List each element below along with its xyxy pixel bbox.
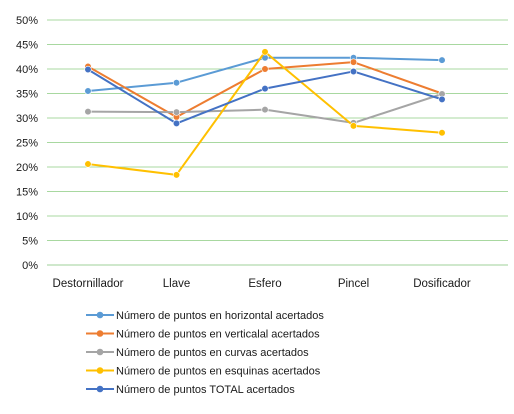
- legend-label: Número de puntos en curvas acertados: [116, 347, 309, 359]
- y-tick-label: 5%: [22, 236, 38, 248]
- data-point: [84, 160, 92, 168]
- y-tick-label: 50%: [16, 15, 38, 27]
- legend-swatch-marker: [96, 348, 104, 356]
- data-point: [438, 95, 446, 103]
- y-tick-label: 20%: [16, 162, 38, 174]
- data-point: [84, 108, 92, 116]
- data-point: [349, 67, 358, 76]
- data-point: [261, 106, 269, 114]
- data-point: [172, 171, 181, 179]
- data-point: [84, 65, 92, 74]
- legend-item: Número de puntos en curvas acertados: [86, 347, 309, 359]
- legend-swatch-marker: [96, 367, 104, 374]
- y-tick-label: 10%: [16, 211, 38, 223]
- data-point: [261, 48, 269, 56]
- legend-swatch-marker: [96, 311, 104, 319]
- legend-item: Número de puntos TOTAL acertados: [86, 384, 295, 396]
- series-line: [84, 90, 446, 127]
- x-tick-label: Llave: [163, 278, 191, 290]
- x-axis-tick-labels: Destornillador Llave Esfero Pincel Dosificad…: [53, 278, 471, 290]
- legend-item: Número de puntos en verticalal acertados: [86, 329, 320, 341]
- legend-label: Número de puntos en esquinas acertados: [116, 366, 321, 378]
- series-line: [84, 65, 446, 127]
- series-lines: [84, 48, 446, 179]
- legend-item: Número de puntos en horizontal acertados: [86, 310, 324, 322]
- legend-swatch-marker: [96, 330, 104, 337]
- legend-swatch-marker: [96, 385, 104, 393]
- data-point: [172, 79, 181, 87]
- y-tick-label: 0%: [22, 260, 38, 272]
- y-tick-label: 15%: [16, 187, 38, 199]
- legend-label: Número de puntos en horizontal acertados: [116, 310, 324, 322]
- legend: Número de puntos en horizontal acertados…: [86, 310, 324, 396]
- legend-label: Número de puntos en verticalal acertados: [116, 329, 320, 341]
- x-tick-label: Pincel: [338, 278, 369, 290]
- data-point: [349, 58, 358, 66]
- y-axis-tick-labels: 0% 5% 10% 15% 20% 25% 30% 35% 40% 45% 50%: [16, 15, 38, 272]
- series-line: [84, 54, 446, 95]
- x-tick-label: Destornillador: [53, 278, 124, 290]
- data-point: [172, 119, 181, 127]
- data-point: [438, 129, 446, 137]
- x-tick-label: Esfero: [248, 278, 281, 290]
- x-tick-label: Dosificador: [413, 278, 471, 290]
- data-point: [261, 84, 269, 93]
- data-point: [172, 108, 181, 116]
- data-point: [261, 65, 269, 73]
- series-line: [84, 48, 446, 179]
- legend-item: Número de puntos en esquinas acertados: [86, 366, 321, 378]
- y-tick-label: 40%: [16, 64, 38, 76]
- y-tick-label: 45%: [16, 40, 38, 52]
- data-point: [349, 122, 358, 130]
- y-tick-label: 25%: [16, 138, 38, 150]
- y-tick-label: 30%: [16, 113, 38, 125]
- data-point: [438, 56, 446, 64]
- legend-label: Número de puntos TOTAL acertados: [116, 384, 295, 396]
- y-tick-label: 35%: [16, 89, 38, 101]
- data-point: [84, 87, 92, 95]
